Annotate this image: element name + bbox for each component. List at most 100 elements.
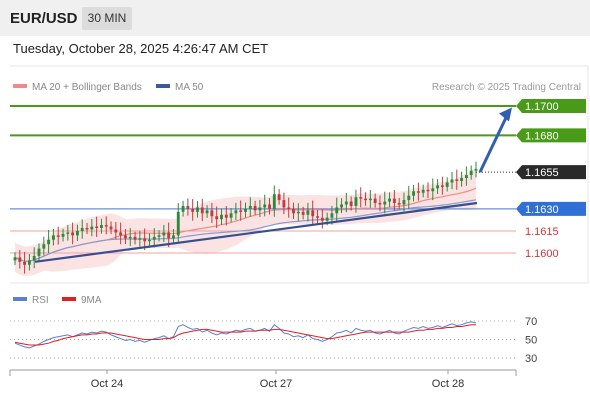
candle — [200, 198, 204, 222]
candle — [421, 184, 425, 198]
timeframe-button[interactable]: 30 MIN — [82, 7, 132, 30]
candle-body — [388, 198, 392, 202]
candle — [244, 202, 247, 218]
candle — [13, 252, 17, 265]
candle — [90, 219, 94, 237]
candle — [56, 226, 60, 245]
candle-body — [138, 238, 142, 240]
candle-body — [253, 205, 257, 211]
candle-body — [181, 205, 185, 212]
candle-body — [210, 210, 214, 217]
candle-body — [128, 236, 132, 239]
candle — [27, 254, 31, 271]
candle — [416, 182, 420, 201]
support-level-label: 1.1600 — [525, 248, 559, 260]
candle — [191, 199, 195, 221]
candle — [210, 202, 214, 223]
candle — [176, 203, 180, 244]
candle — [354, 189, 358, 213]
candle — [287, 197, 291, 218]
candle — [172, 229, 175, 244]
candle — [335, 197, 339, 223]
candle — [277, 189, 281, 205]
candle — [220, 208, 223, 225]
candle — [124, 229, 127, 244]
candle — [373, 193, 377, 208]
candle-body — [18, 257, 22, 262]
candle — [18, 249, 22, 269]
candle-body — [172, 235, 175, 239]
credit-label: Research © 2025 Trading Central — [432, 82, 581, 93]
candle — [392, 189, 396, 211]
candle — [114, 221, 118, 240]
candle — [119, 222, 123, 245]
candle-body — [37, 248, 41, 256]
candle — [340, 198, 343, 214]
candle — [383, 191, 387, 214]
candle — [138, 230, 142, 247]
last-level-tag — [516, 165, 586, 180]
candle — [388, 192, 392, 208]
candle — [133, 231, 137, 245]
rsi-ma-legend-label: 9MA — [81, 295, 102, 306]
candle-body — [335, 207, 339, 214]
candle — [455, 169, 459, 190]
candle-body — [80, 228, 84, 231]
candle-body — [23, 261, 27, 265]
x-tick-label: Oct 27 — [260, 378, 292, 390]
candle — [23, 251, 27, 274]
candle-body — [450, 179, 454, 183]
candle-body — [191, 208, 195, 212]
candle-body — [109, 226, 113, 230]
candle — [61, 228, 65, 242]
candle-body — [119, 232, 123, 236]
rsi-line — [14, 321, 477, 349]
candle — [431, 178, 435, 201]
candle-body — [75, 230, 79, 236]
level-labels: 1.1700 1.1680 1.1655 1.1630 1.1615 1.1600 — [516, 99, 586, 260]
candle-body — [224, 214, 228, 218]
target-level-label: 1.1680 — [525, 130, 559, 142]
candle — [239, 200, 243, 221]
candle — [157, 230, 161, 242]
candle-body — [464, 175, 468, 179]
candle-body — [359, 197, 363, 199]
bollinger-band-area — [15, 167, 476, 277]
candle — [301, 206, 305, 220]
candle — [368, 189, 372, 208]
candle-body — [282, 200, 286, 208]
ma50-legend-label: MA 50 — [175, 82, 204, 93]
candle — [292, 202, 295, 219]
candle — [344, 192, 348, 213]
candle-body — [196, 207, 199, 212]
candle — [474, 161, 478, 178]
candle — [258, 199, 262, 218]
candle-body — [258, 207, 262, 211]
candle-body — [200, 207, 204, 214]
candle-body — [320, 217, 324, 221]
candle — [196, 201, 199, 218]
candle — [359, 187, 363, 208]
candle-body — [383, 201, 387, 205]
candle-body — [176, 211, 180, 236]
candle-body — [239, 210, 243, 212]
candle — [316, 209, 319, 224]
candle — [460, 171, 464, 187]
candle-body — [340, 204, 343, 208]
rsi-legend-swatch — [13, 297, 27, 301]
rsi-panel: 70 50 30 — [10, 316, 537, 365]
candle — [162, 224, 166, 243]
candle-body — [272, 194, 276, 209]
pivot-level-label: 1.1630 — [525, 204, 559, 216]
candle — [469, 165, 473, 180]
candle-body — [13, 257, 17, 261]
candle-body — [445, 182, 449, 187]
candle-body — [162, 232, 166, 236]
candle-body — [311, 210, 315, 217]
candle-body — [66, 232, 70, 234]
candle-body — [364, 198, 367, 201]
candle-body — [344, 201, 348, 205]
candle — [306, 202, 310, 222]
candle-body — [143, 238, 147, 242]
